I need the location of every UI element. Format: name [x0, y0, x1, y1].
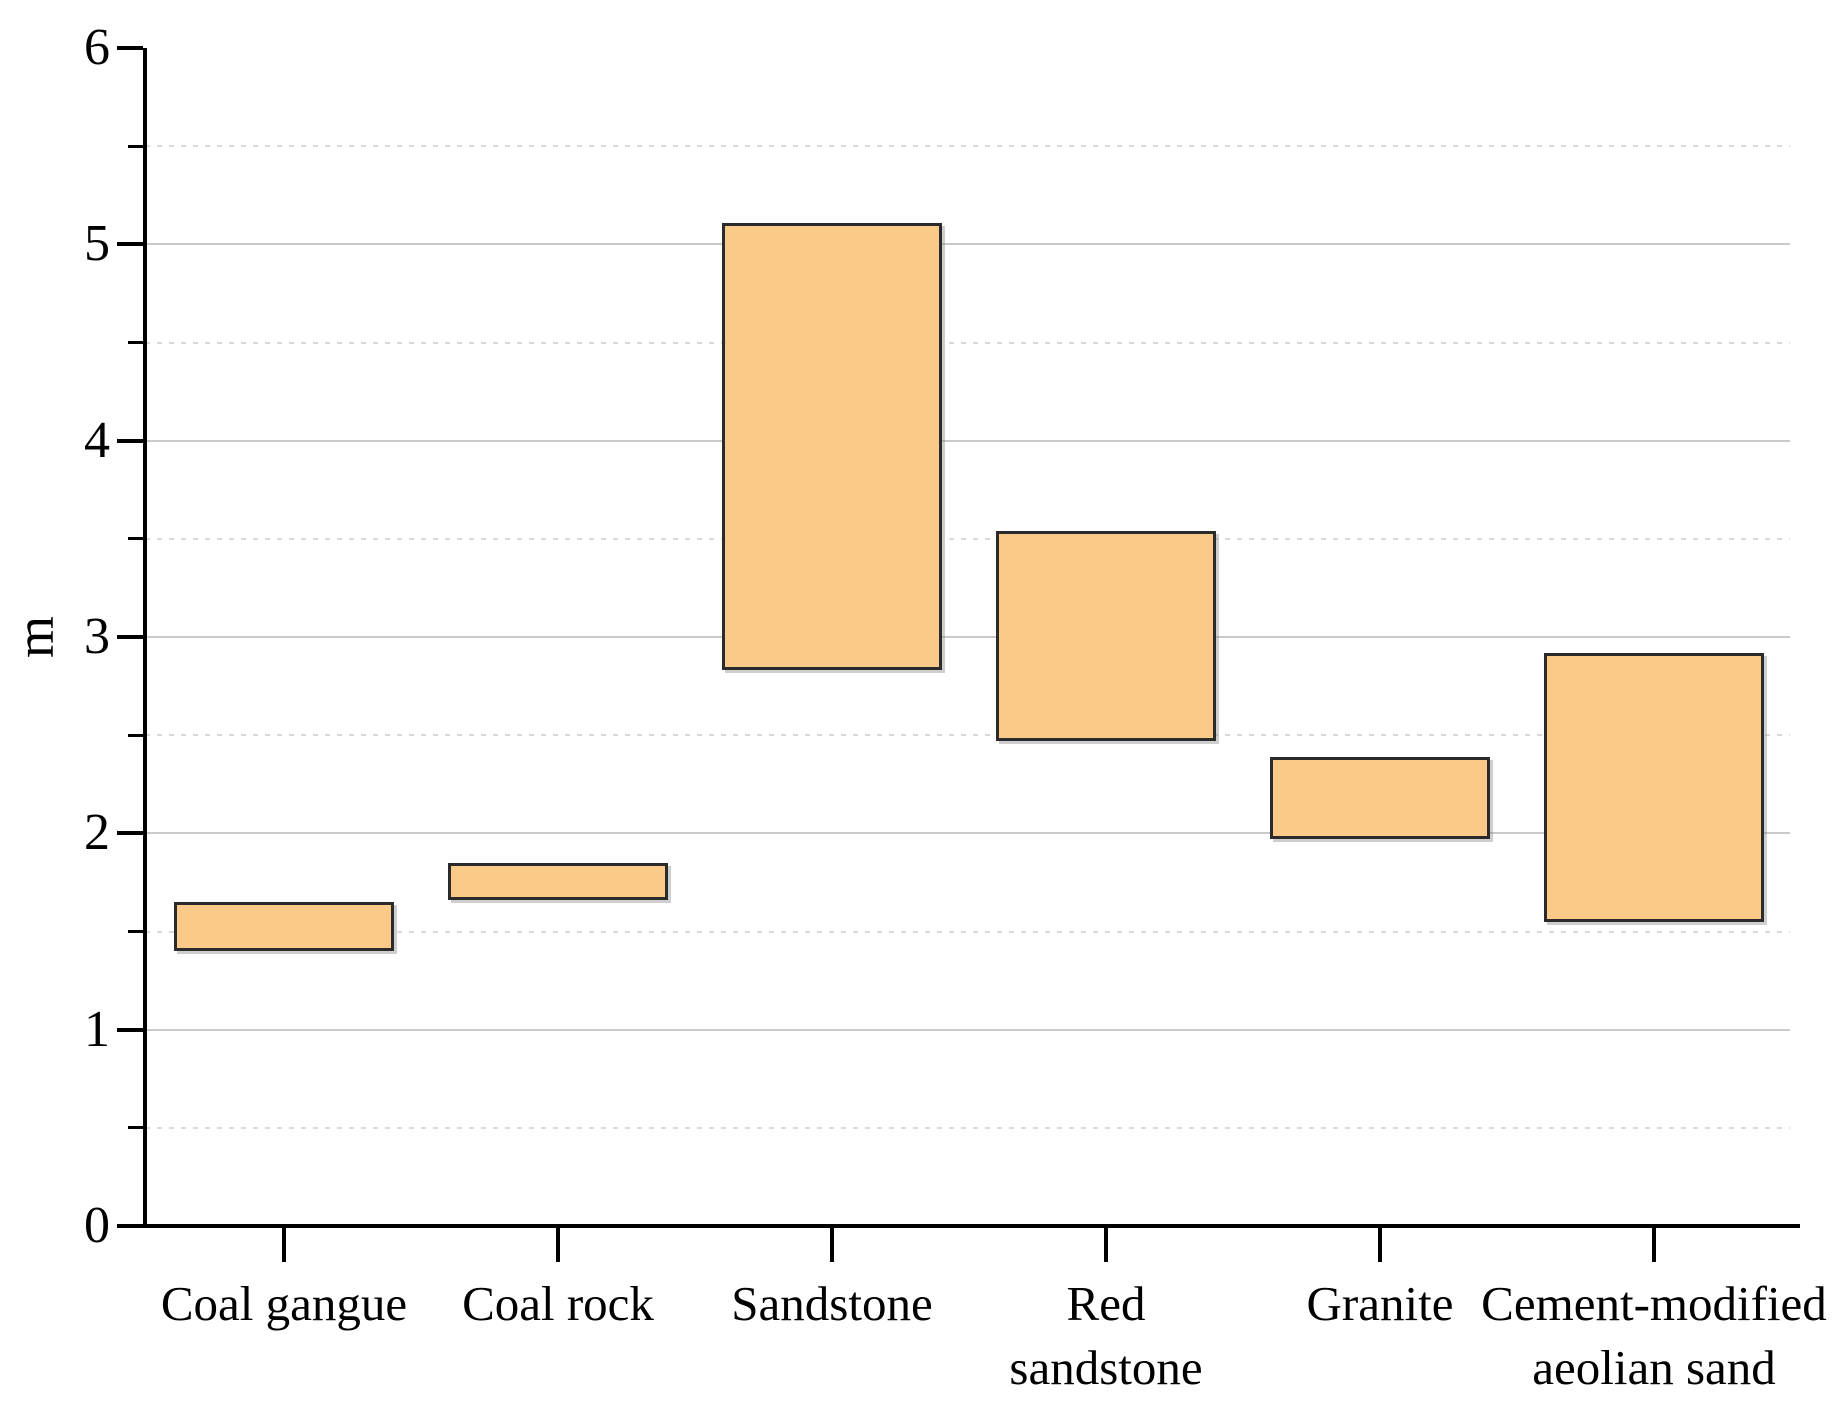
category-label-sandstone: Sandstone: [731, 1276, 933, 1331]
gridline-minor: [145, 341, 1790, 344]
gridline-major: [145, 1028, 1790, 1031]
y-tick-label: 3: [84, 608, 110, 665]
x-tick: [1104, 1228, 1108, 1262]
y-tick-major: [117, 635, 143, 639]
y-tick-minor: [128, 537, 143, 541]
y-tick-minor: [128, 733, 143, 737]
category-label-red-sandstone: Red sandstone: [1009, 1276, 1203, 1395]
y-tick-label: 5: [84, 215, 110, 273]
x-tick: [830, 1228, 834, 1262]
gridline-minor: [145, 1126, 1790, 1129]
y-tick-label: 2: [84, 804, 110, 862]
x-axis-line: [143, 1224, 1800, 1228]
gridline-major: [145, 832, 1790, 835]
bar-red-sandstone: [996, 530, 1216, 742]
bar-coal-gangue: [174, 902, 394, 952]
y-tick-major: [117, 831, 143, 836]
category-label-coal-gangue: Coal gangue: [160, 1276, 408, 1331]
y-tick-minor: [128, 1126, 143, 1130]
x-tick: [1652, 1228, 1656, 1262]
y-tick-major: [117, 1224, 143, 1228]
y-tick-minor: [128, 144, 143, 148]
y-tick-major: [117, 46, 143, 50]
y-axis-line: [143, 48, 147, 1228]
gridline-minor: [145, 930, 1790, 933]
gridline-minor: [145, 537, 1790, 540]
y-tick-minor: [128, 341, 143, 344]
bar-coal-rock: [448, 862, 668, 901]
y-tick-major: [117, 1027, 143, 1032]
category-label-cement-modified-aeolian-sand: Cement-modified aeolian sand: [1481, 1276, 1827, 1395]
bar-cement-modified-aeolian-sand: [1544, 652, 1764, 922]
y-tick-label: 1: [84, 1000, 110, 1058]
category-label-granite: Granite: [1306, 1276, 1454, 1331]
bar-sandstone: [722, 222, 942, 671]
y-tick-label: 4: [84, 411, 110, 469]
y-tick-minor: [128, 930, 143, 933]
x-tick: [282, 1228, 286, 1262]
gridline-major: [145, 439, 1790, 442]
y-tick-major: [117, 242, 143, 247]
y-tick-major: [117, 438, 143, 443]
x-tick: [1378, 1228, 1382, 1262]
bar-granite: [1270, 756, 1490, 840]
gridline-major: [145, 636, 1790, 638]
gridline-major: [145, 243, 1790, 246]
y-tick-label: 6: [84, 19, 110, 76]
category-label-coal-rock: Coal rock: [462, 1276, 654, 1331]
y-tick-label: 0: [84, 1197, 110, 1254]
x-tick: [556, 1228, 560, 1262]
gridline-minor: [145, 734, 1790, 737]
gridline-minor: [145, 145, 1790, 148]
